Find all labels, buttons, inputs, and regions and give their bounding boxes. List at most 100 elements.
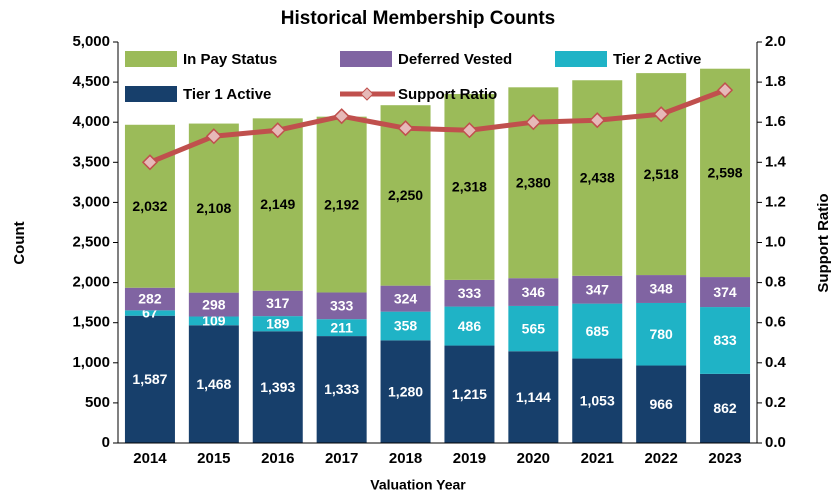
y-tick-label: 3,500 (72, 153, 110, 170)
legend-label: Deferred Vested (398, 51, 512, 68)
marker (205, 128, 222, 145)
data-label: 189 (266, 315, 290, 331)
data-label: 347 (586, 281, 610, 297)
bar (188, 316, 239, 326)
data-label: 324 (394, 290, 418, 306)
data-label: 780 (649, 326, 673, 342)
data-label: 2,149 (260, 196, 295, 212)
y2-tick-label: 0.0 (765, 434, 786, 451)
data-label: 1,333 (324, 381, 359, 397)
data-label: 1,587 (132, 371, 167, 387)
data-label: 1,053 (580, 392, 615, 408)
data-label: 2,598 (708, 165, 743, 181)
bar (188, 123, 239, 293)
marker (333, 108, 350, 125)
legend-label: Tier 1 Active (183, 86, 271, 103)
data-label: 2,032 (132, 198, 167, 214)
x-tick-label: 2023 (708, 450, 741, 467)
y-tick-label: 0 (102, 434, 110, 451)
bar (700, 68, 751, 278)
marker (141, 154, 159, 171)
data-label: 374 (713, 284, 737, 300)
bar (124, 124, 175, 288)
marker (653, 106, 670, 123)
y2-axis-title: Support Ratio (815, 193, 832, 292)
x-tick-label: 2017 (325, 450, 358, 467)
y-tick-label: 5,000 (72, 33, 110, 50)
data-label: 2,108 (196, 200, 231, 216)
y-tick-label: 2,500 (72, 233, 110, 250)
bar (572, 303, 623, 359)
bar (316, 336, 367, 443)
bar (124, 310, 175, 316)
x-tick-label: 2022 (644, 450, 677, 467)
y2-tick-label: 0.2 (765, 394, 786, 411)
bar (380, 311, 431, 341)
data-label: 486 (458, 318, 482, 334)
marker (269, 122, 286, 139)
bar (380, 340, 431, 443)
data-label: 1,468 (196, 376, 231, 392)
bar (508, 351, 559, 443)
bar (188, 292, 239, 317)
y2-tick-label: 1.2 (765, 193, 786, 210)
y-tick-label: 2,000 (72, 274, 110, 291)
x-axis-title: Valuation Year (370, 477, 466, 493)
x-tick-label: 2019 (453, 450, 486, 467)
x-tick-label: 2018 (389, 450, 422, 467)
marker (397, 120, 414, 137)
data-label: 2,192 (324, 196, 359, 212)
bar (316, 319, 367, 337)
y-tick-label: 3,000 (72, 193, 110, 210)
data-label: 833 (713, 332, 737, 348)
legend-label: In Pay Status (183, 51, 277, 68)
line (149, 87, 726, 165)
x-tick-label: 2015 (197, 450, 230, 467)
y-tick-label: 1,500 (72, 314, 110, 331)
y-tick-label: 4,000 (72, 113, 110, 130)
data-label: 333 (458, 285, 482, 301)
bar (252, 118, 303, 291)
bar (124, 315, 175, 443)
data-label: 2,438 (580, 170, 615, 186)
y2-tick-label: 1.4 (765, 153, 787, 170)
y-axis-title: Count (11, 221, 28, 264)
data-label: 966 (649, 396, 673, 412)
bar (252, 316, 303, 332)
data-label: 282 (138, 291, 162, 307)
marker (525, 114, 542, 131)
data-label: 211 (330, 319, 353, 335)
bar (252, 290, 303, 317)
bar (124, 287, 175, 311)
x-tick-label: 2014 (133, 450, 167, 467)
data-label: 348 (649, 281, 673, 297)
data-label: 1,393 (260, 379, 295, 395)
y2-tick-label: 0.4 (765, 354, 787, 371)
legend-swatch (125, 51, 177, 67)
bar (636, 365, 687, 443)
legend-swatch (360, 87, 374, 101)
data-label: 109 (202, 313, 226, 329)
data-label: 2,518 (644, 166, 679, 182)
data-label: 333 (330, 298, 354, 314)
data-label: 565 (522, 320, 546, 336)
data-label: 1,144 (516, 389, 551, 405)
y2-tick-label: 1.8 (765, 73, 786, 90)
data-label: 2,250 (388, 187, 423, 203)
bar (636, 302, 687, 366)
bar (444, 345, 495, 443)
bar (700, 307, 751, 374)
x-tick-label: 2016 (261, 450, 294, 467)
y2-tick-label: 2.0 (765, 33, 786, 50)
bar (316, 116, 367, 293)
bar (188, 325, 239, 443)
bar (572, 275, 623, 304)
bar (508, 278, 559, 306)
y2-tick-label: 0.6 (765, 314, 786, 331)
data-label: 2,318 (452, 179, 487, 195)
y-tick-label: 4,500 (72, 73, 110, 90)
y2-tick-label: 0.8 (765, 274, 786, 291)
marker (589, 112, 606, 129)
y-tick-label: 1,000 (72, 354, 110, 371)
